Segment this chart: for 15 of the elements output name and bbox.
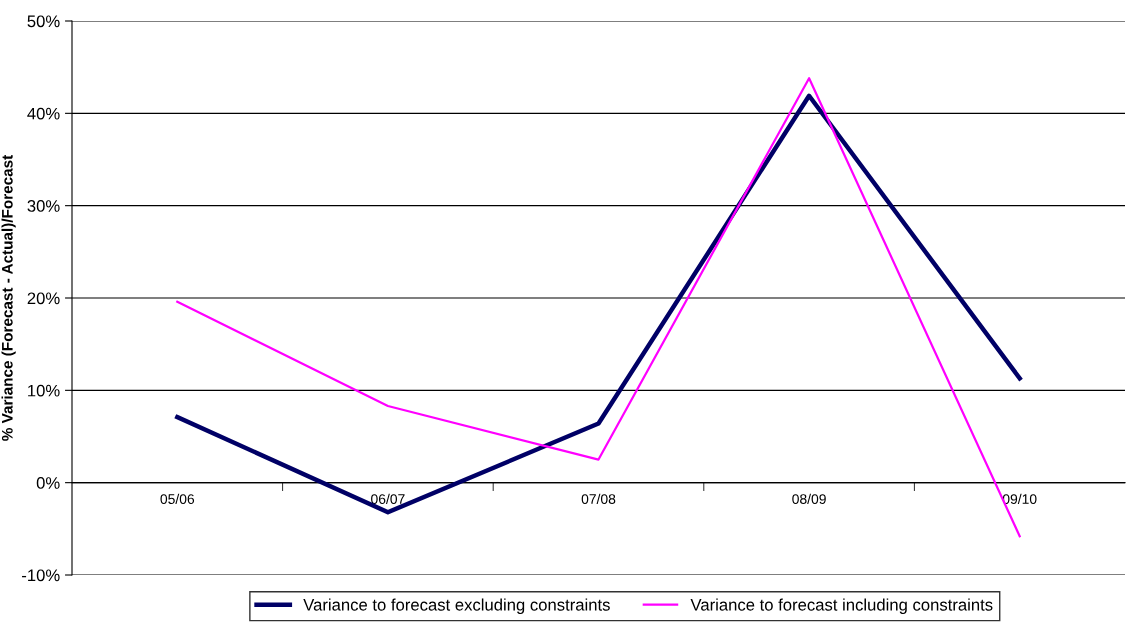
y-tick-label: 50% xyxy=(27,15,60,28)
x-tick-label: 07/08 xyxy=(581,493,616,504)
legend-label: Variance to forecast excluding constraints xyxy=(303,598,610,614)
y-tick-label: 0% xyxy=(36,477,60,489)
x-tick-label: 08/09 xyxy=(792,493,826,504)
x-tick-label: 05/06 xyxy=(160,493,195,504)
y-tick-label: -10% xyxy=(22,569,60,582)
y-tick-label: 10% xyxy=(28,384,60,397)
y-tick-label: 20% xyxy=(27,292,60,305)
y-tick-label: 30% xyxy=(27,200,60,212)
legend-label: Variance to forecast including constraints xyxy=(690,598,993,614)
y-tick-label: 40% xyxy=(27,107,60,120)
x-tick-label: 09/10 xyxy=(1002,493,1037,504)
y-axis-title: % Variance (Forecast - Actual)/Forecast xyxy=(1,154,16,441)
x-tick-label: 06/07 xyxy=(371,493,405,504)
